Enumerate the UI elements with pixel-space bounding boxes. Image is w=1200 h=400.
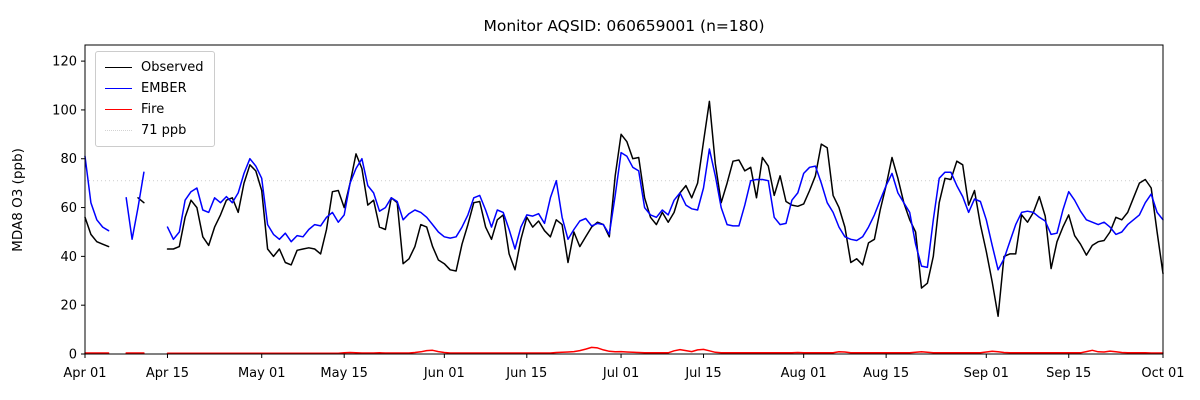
fire-line <box>84 346 1164 355</box>
legend-item-threshold: 71 ppb <box>105 120 204 141</box>
threshold-line-swatch <box>105 130 132 131</box>
y-tick-label: 0 <box>69 348 77 363</box>
x-tick-label: May 15 <box>320 366 368 381</box>
x-tick-label: Jun 15 <box>505 366 547 381</box>
x-tick-label: Oct 01 <box>1141 366 1184 381</box>
observed-line-swatch <box>105 67 132 68</box>
legend-label-threshold: 71 ppb <box>141 123 187 138</box>
y-tick-label: 120 <box>52 55 77 70</box>
x-tick-label: Apr 15 <box>146 366 189 381</box>
plot-frame <box>84 44 1164 355</box>
x-tick-label: May 01 <box>238 366 286 381</box>
ember-line-swatch <box>105 88 132 89</box>
chart-title: Monitor AQSID: 060659001 (n=180) <box>483 17 764 35</box>
legend-item-ember: EMBER <box>105 78 204 99</box>
x-tick-label: Sep 15 <box>1046 366 1091 381</box>
ember-line <box>84 148 1164 271</box>
fire-line-swatch <box>105 109 132 110</box>
x-tick-label: Apr 01 <box>63 366 106 381</box>
legend-label-fire: Fire <box>141 102 165 117</box>
x-tick-label: Jul 15 <box>684 366 721 381</box>
legend: Observed EMBER Fire 71 ppb <box>95 51 215 147</box>
legend-label-ember: EMBER <box>141 81 187 96</box>
y-tick-label: 80 <box>60 152 77 167</box>
legend-label-observed: Observed <box>141 60 204 75</box>
legend-item-observed: Observed <box>105 57 204 78</box>
plot-layer: Apr 01 Apr 15 May 01 May 15 Jun 01 Jun 15 Jul … <box>52 44 1185 381</box>
y-tick-label: 40 <box>60 250 77 265</box>
x-tick-label: Jun 01 <box>423 366 465 381</box>
y-axis-label: MDA8 O3 (ppb) <box>10 148 26 252</box>
observed-line <box>84 100 1164 317</box>
x-tick-label: Aug 01 <box>781 366 827 381</box>
x-tick-label: Jul 01 <box>602 366 639 381</box>
y-tick-label: 60 <box>60 201 77 216</box>
y-tick-label: 20 <box>60 299 77 314</box>
y-tick-label: 100 <box>52 103 77 118</box>
x-tick-label: Sep 01 <box>964 366 1009 381</box>
legend-item-fire: Fire <box>105 99 204 120</box>
x-tick-label: Aug 15 <box>863 366 909 381</box>
